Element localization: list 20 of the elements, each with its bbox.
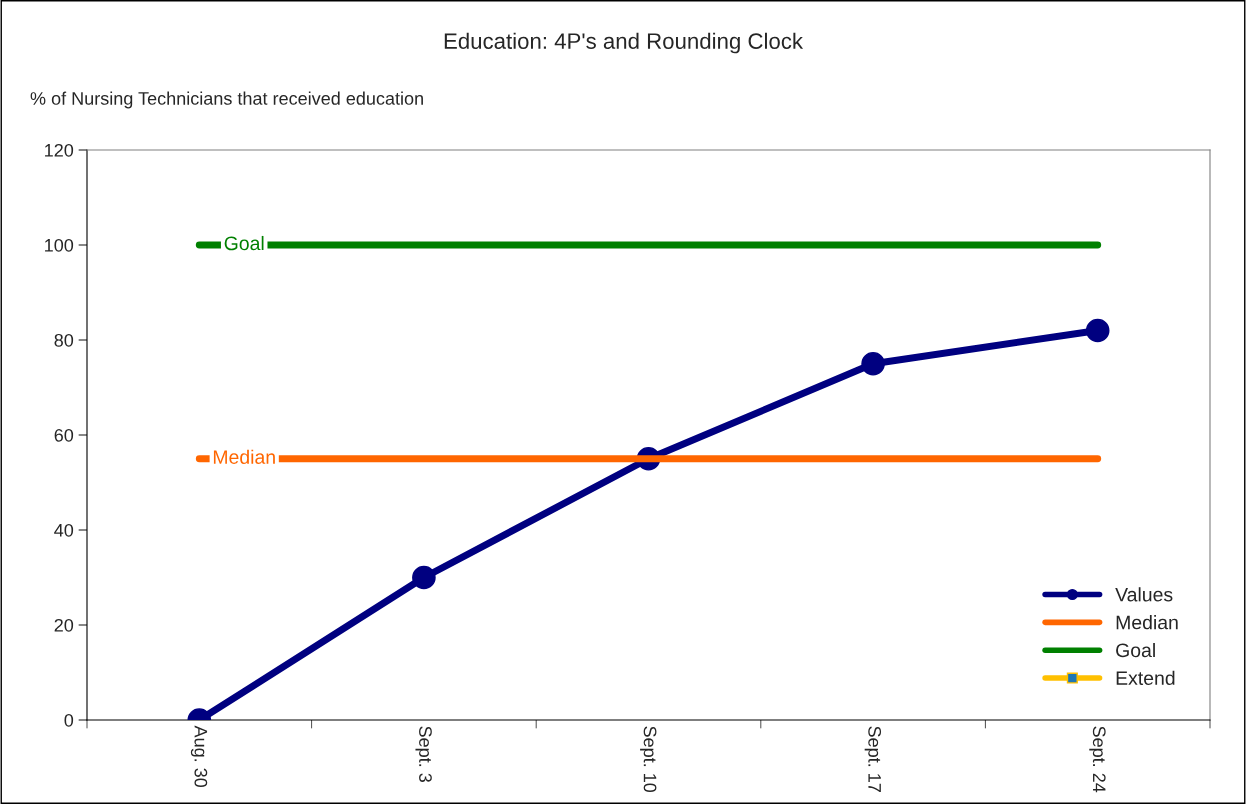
legend-label: Goal [1116,642,1155,658]
annotation: Goal [224,235,264,251]
y-tick-label: 80 [54,333,74,347]
x-tick-label: Sept. 24 [1089,726,1106,793]
x-tick-label: Sept. 3 [415,726,432,782]
x-tick-label: Sept. 17 [864,726,882,792]
y-tick-label: 60 [54,428,74,442]
annotation: Median [213,449,275,464]
y-tick-label: 100 [45,238,74,252]
legend-label: Extend [1116,670,1175,686]
x-tick-label: Sept. 10 [640,726,657,793]
legend-label: Median [1116,615,1178,630]
y-tick-label: 40 [54,523,74,537]
y-tick-label: 120 [45,143,74,157]
x-tick-label: Aug. 30 [190,725,208,788]
chart-title: Education: 4P's and Rounding Clock [444,32,804,54]
legend-label: Values [1115,587,1173,602]
y-axis-title: % of Nursing Technicians that received education [30,91,423,109]
y-tick-label: 0 [64,713,74,727]
y-tick-label: 20 [54,618,74,632]
